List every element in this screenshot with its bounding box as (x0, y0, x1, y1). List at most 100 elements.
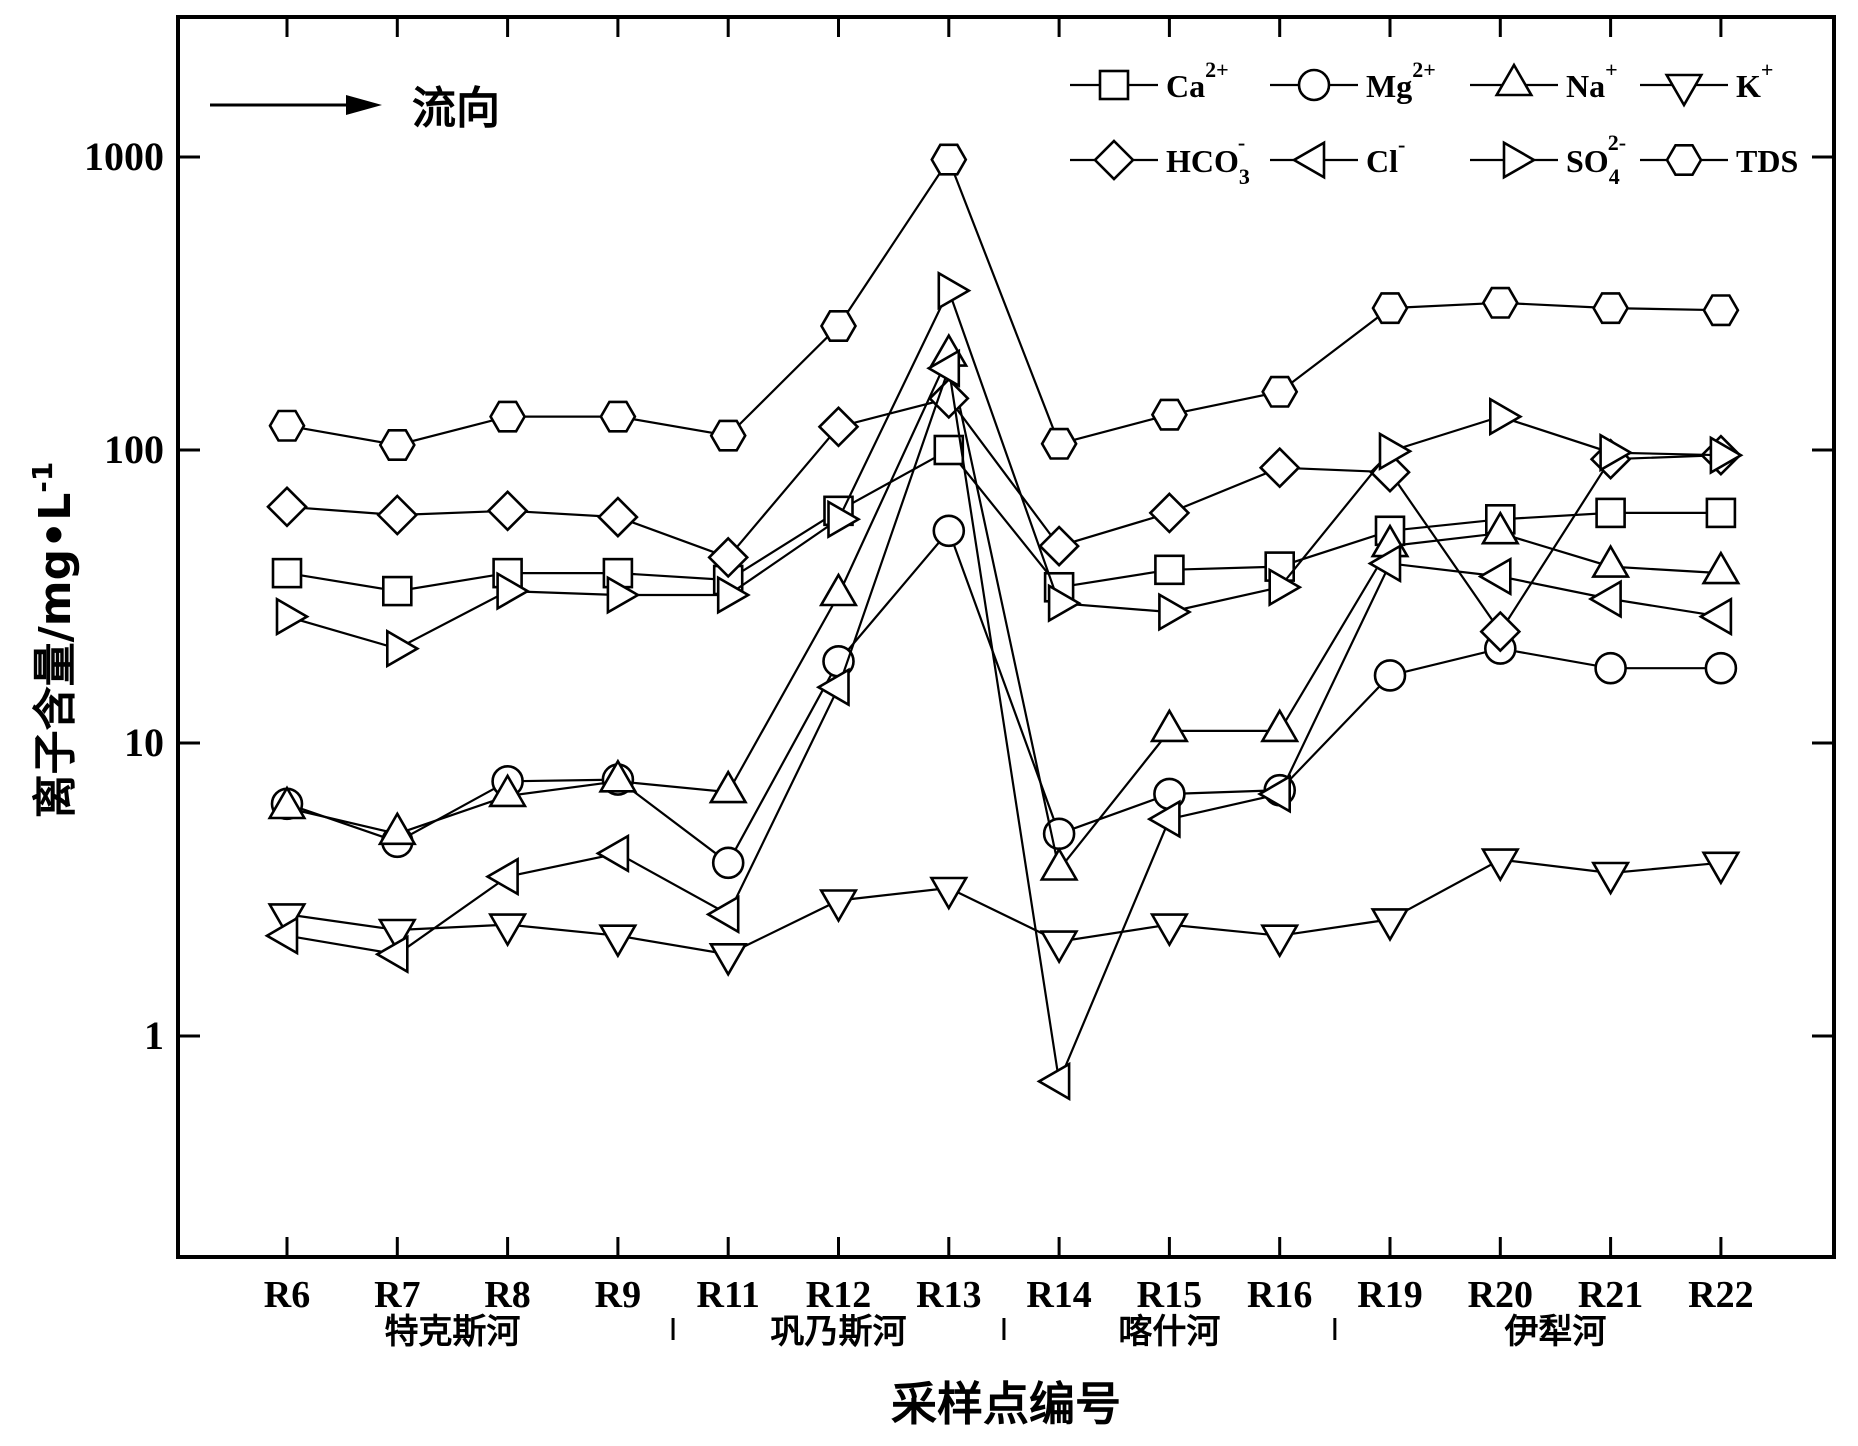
legend-label-sup: 2+ (1205, 57, 1229, 82)
legend-label-name: HCO (1166, 143, 1239, 179)
data-point (268, 409, 306, 442)
x-tick-label: R8 (484, 1274, 530, 1316)
data-point (275, 597, 310, 637)
data-point (1588, 579, 1622, 619)
data-point (595, 833, 630, 873)
data-point (1592, 292, 1630, 325)
y-axis-title-exponent: -1 (26, 462, 59, 493)
legend-item-tds: TDS (1640, 143, 1798, 179)
series-k (267, 848, 1741, 977)
legend-item-mg: Mg2+ (1270, 57, 1436, 104)
data-point (1261, 375, 1299, 408)
data-point (374, 934, 409, 974)
x-axis-title: 采样点编号 (891, 1377, 1121, 1431)
data-point (1591, 543, 1631, 578)
river-group-labels: 特克斯河 巩乃斯河 喀什河 伊犁河 (384, 1312, 1606, 1352)
series-tds (268, 143, 1740, 462)
data-point (817, 405, 860, 448)
series-cl (264, 348, 1733, 1101)
legend-label-sup: 2- (1608, 130, 1626, 155)
legend-item-ca: Ca2+ (1070, 57, 1229, 104)
data-point (599, 400, 637, 433)
legend-label-sub: 4 (1609, 164, 1620, 189)
legend-label-name: K (1736, 68, 1761, 104)
series-layer (264, 143, 1744, 1101)
data-point (377, 918, 417, 953)
series-line (286, 528, 1721, 865)
x-axis: R6 R7 R8 R9 R11 R12 R13 R14 R15 R16 R19 R20 R21 R22 (264, 17, 1754, 1316)
data-point (933, 434, 965, 466)
data-point (709, 419, 747, 452)
data-point (271, 557, 303, 589)
legend-label-sup: 2+ (1412, 57, 1436, 82)
legend-marker (1502, 140, 1537, 180)
data-point (716, 575, 751, 615)
data-point (376, 494, 419, 536)
legend-label: K+ (1736, 57, 1773, 104)
data-point (597, 496, 639, 538)
flow-label: 流向 (412, 83, 500, 134)
data-point (385, 629, 420, 669)
data-point (1268, 567, 1303, 607)
legend-label-sup: - (1238, 130, 1245, 155)
data-point (819, 309, 858, 343)
data-point (1149, 913, 1189, 948)
data-point (1047, 583, 1082, 623)
y-axis-title-text: 离子含量/mg•L (30, 493, 81, 819)
data-point (1367, 543, 1402, 584)
legend: Ca2+ Mg2+ Na+ K+ HCO3 -Cl- SO4 2- TDS (1070, 57, 1798, 189)
data-point (1704, 651, 1738, 685)
legend-marker (1098, 69, 1130, 101)
data-point (266, 485, 308, 528)
legend-marker (1297, 68, 1331, 102)
data-point (930, 143, 968, 176)
data-point (377, 811, 417, 846)
data-point (1599, 433, 1634, 473)
river-group-label: 特克斯河 (384, 1312, 520, 1352)
data-point (1150, 398, 1188, 431)
data-point (1040, 427, 1078, 460)
legend-label-name: SO (1566, 143, 1609, 179)
data-point (381, 575, 413, 607)
data-point (1594, 651, 1627, 685)
data-point (1698, 597, 1733, 637)
data-point (707, 536, 750, 579)
x-tick-label: R19 (1357, 1274, 1422, 1316)
y-tick-label: 1000 (84, 134, 164, 179)
data-point (484, 857, 519, 897)
flow-arrowhead-icon (346, 95, 382, 115)
series-na (267, 332, 1741, 881)
data-point (486, 489, 529, 532)
y-tick-label: 10 (124, 720, 164, 765)
data-point (705, 894, 740, 934)
legend-marker (1291, 140, 1326, 180)
data-point (1258, 446, 1301, 489)
data-point (1370, 908, 1410, 943)
river-group-label: 喀什河 (1118, 1312, 1220, 1352)
data-point (1036, 1061, 1071, 1101)
series-hco (266, 377, 1742, 653)
data-point (1701, 550, 1741, 585)
data-point (1481, 286, 1519, 319)
data-point (1705, 497, 1737, 529)
x-tick-label: R14 (1026, 1274, 1091, 1316)
legend-item-k: K+ (1640, 57, 1773, 108)
x-tick-label: R12 (806, 1274, 871, 1316)
legend-item-hco: HCO3 - (1070, 130, 1250, 189)
legend-label: TDS (1736, 143, 1798, 179)
data-point (708, 942, 748, 977)
legend-item-so: SO4 2- (1470, 130, 1626, 189)
x-tick-label: R16 (1247, 1274, 1312, 1316)
legend-item-cl: Cl- (1270, 132, 1405, 180)
series-line (286, 448, 1721, 593)
legend-label-sub: 3 (1239, 164, 1250, 189)
legend-label: Ca2+ (1166, 57, 1229, 104)
x-tick-label: R15 (1137, 1274, 1202, 1316)
data-point (929, 876, 969, 911)
legend-item-na: Na+ (1470, 57, 1618, 104)
data-point (818, 889, 859, 924)
plot-frame (176, 15, 1836, 1259)
data-point (1480, 848, 1520, 883)
legend-label: HCO3 - (1166, 130, 1250, 189)
